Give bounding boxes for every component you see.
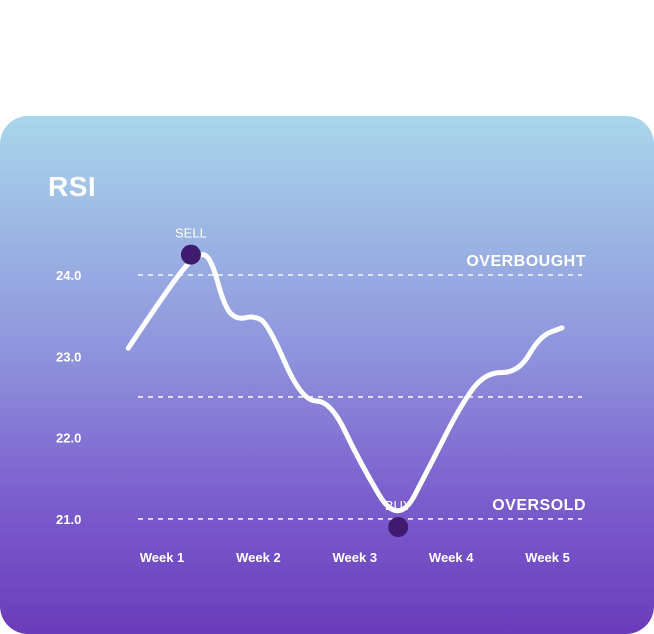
x-tick-label: Week 5 (525, 550, 570, 565)
reference-label-oversold: OVERSOLD (492, 497, 586, 514)
reference-labels: OVERBOUGHT OVERSOLD (466, 253, 586, 514)
x-tick-label: Week 4 (429, 550, 474, 565)
y-axis-ticks: 24.0 23.0 22.0 21.0 (56, 268, 81, 527)
y-tick-label: 23.0 (56, 349, 81, 364)
buy-signal-marker (388, 517, 409, 538)
rsi-series-line (125, 252, 565, 514)
buy-signal-label: BUY (385, 498, 412, 513)
reference-label-overbought: OVERBOUGHT (466, 253, 586, 270)
chart-title: RSI (48, 171, 97, 202)
y-tick-label: 24.0 (56, 268, 81, 283)
sell-signal-label: SELL (175, 226, 207, 241)
rsi-chart: 24.023.022.021.0 Week 1 Week 2 Week 3 Week … (56, 226, 586, 565)
y-tick-label: 21.0 (56, 512, 81, 527)
series-layer (125, 252, 565, 514)
x-axis-ticks: Week 1 Week 2 Week 3 Week 4 Week 5 (140, 550, 570, 565)
grid-layer (138, 274, 582, 520)
x-tick-label: Week 3 (333, 550, 378, 565)
x-tick-label: Week 1 (140, 550, 185, 565)
sell-signal-marker (180, 244, 201, 265)
signal-markers: SELL BUY (175, 226, 412, 538)
y-tick-label: 22.0 (56, 431, 81, 446)
x-tick-label: Week 2 (236, 550, 281, 565)
